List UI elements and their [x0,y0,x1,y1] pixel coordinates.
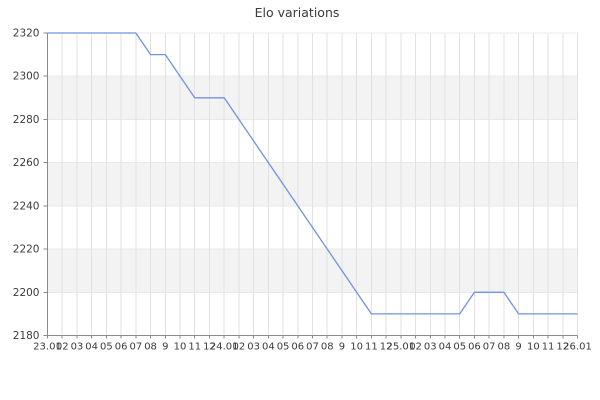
x-tick-label: 03 [247,342,260,353]
x-tick-label: 07 [483,342,496,353]
x-tick-label: 05 [100,342,113,353]
x-tick-label: 06 [468,342,481,353]
x-tick-label: 02 [233,342,246,353]
y-tick-label: 2220 [13,244,40,256]
y-tick-label: 2180 [13,330,40,342]
x-tick-label: 04 [439,342,452,353]
x-tick-label: 07 [306,342,319,353]
chart-title: Elo variations [255,5,340,20]
x-tick-label: 04 [262,342,275,353]
x-tick-label: 06 [115,342,128,353]
x-tick-label: 10 [174,342,187,353]
gridlines [47,32,578,336]
x-tick-label: 11 [365,342,378,353]
x-tick-label: 9 [515,342,521,353]
x-tick-label: 08 [321,342,334,353]
x-tick-label: 03 [424,342,437,353]
x-tick-label: 12 [556,342,569,353]
axes [43,32,578,339]
x-tick-label: 02 [409,342,422,353]
x-tick-label: 9 [339,342,345,353]
x-tick-label: 26.01 [563,342,592,353]
x-tick-label: 23.01 [33,342,62,353]
x-tick-label: 03 [71,342,84,353]
x-tick-label: 05 [277,342,290,353]
y-tick-label: 2280 [13,114,40,126]
x-tick-label: 06 [291,342,304,353]
x-tick-label: 12 [203,342,216,353]
x-tick-label: 08 [144,342,157,353]
x-tick-label: 9 [162,342,168,353]
y-tick-label: 2200 [13,287,40,299]
x-tick-label: 02 [56,342,69,353]
x-tick-label: 12 [380,342,393,353]
elo-line-series [47,32,578,315]
x-tick-label: 24.01 [210,342,239,353]
x-tick-label: 11 [188,342,201,353]
x-tick-label: 10 [527,342,540,353]
x-tick-label: 11 [542,342,555,353]
x-tick-label: 07 [129,342,142,353]
elo-line [47,32,578,315]
x-tick-label: 10 [350,342,363,353]
x-tick-label: 25.01 [387,342,416,353]
y-tick-label: 2260 [13,157,40,169]
y-tick-label: 2240 [13,200,40,212]
x-tick-label: 08 [498,342,511,353]
y-tick-label: 2320 [13,28,40,40]
y-tick-label: 2300 [13,71,40,83]
x-tick-label: 05 [453,342,466,353]
x-tick-label: 04 [85,342,98,353]
